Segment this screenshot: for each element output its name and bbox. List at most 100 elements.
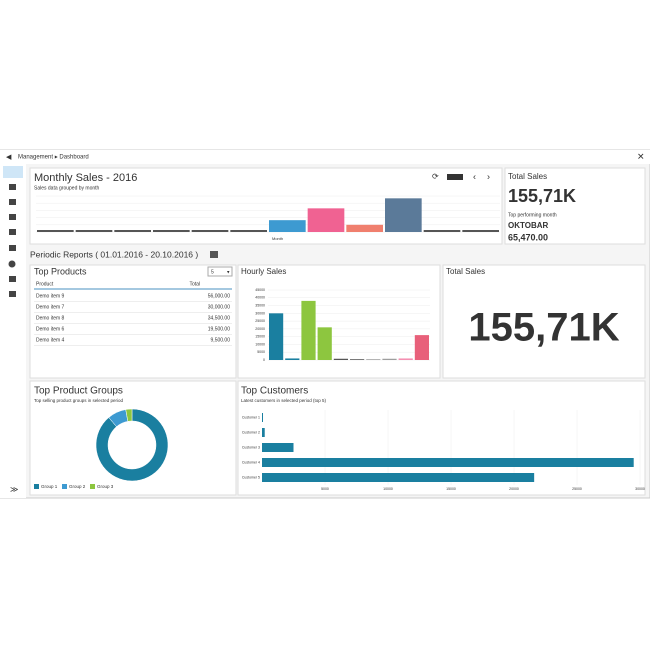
- y-tick-label: 20000: [255, 327, 265, 331]
- icon[interactable]: [8, 260, 16, 268]
- y-tick-label: 35000: [255, 303, 265, 307]
- card-title: Total Sales: [446, 267, 485, 276]
- bar: [414, 335, 429, 360]
- kpi-caption: Top performing month: [508, 212, 557, 218]
- donut-slice: [95, 408, 169, 482]
- bar: [301, 300, 316, 360]
- bar: [230, 230, 267, 232]
- x-tick-label: 20000: [509, 487, 519, 491]
- bar: [423, 230, 461, 232]
- card: [442, 264, 646, 379]
- bar: [382, 358, 397, 360]
- y-tick-label: 5000: [257, 350, 265, 354]
- y-tick-label: Customer 2: [242, 430, 260, 434]
- bar: [307, 208, 345, 232]
- y-tick-label: 10000: [255, 342, 265, 346]
- bar: [285, 358, 300, 360]
- bar: [262, 458, 634, 467]
- card: [29, 264, 237, 379]
- icon[interactable]: [9, 245, 16, 251]
- table-cell: 34,500.00: [208, 315, 230, 321]
- y-tick-label: 25000: [255, 319, 265, 323]
- next-button[interactable]: ›: [487, 171, 490, 181]
- bar: [350, 359, 365, 360]
- y-tick-label: 0: [263, 358, 265, 362]
- legend-swatch: [62, 484, 67, 489]
- x-tick-label: 25000: [572, 487, 582, 491]
- card-title: Top Customers: [241, 386, 308, 397]
- x-axis-label: Month: [272, 236, 283, 241]
- table-cell: Demo item 4: [36, 337, 65, 343]
- bar: [191, 230, 229, 232]
- icon[interactable]: [9, 229, 16, 235]
- y-tick-label: 40000: [255, 296, 265, 300]
- bar: [269, 220, 306, 232]
- legend-label: Group 2: [69, 484, 86, 489]
- donut-slice: [125, 408, 133, 422]
- kpi-month-total: 65,470.00: [508, 232, 548, 242]
- expand-button[interactable]: ≫: [10, 485, 18, 494]
- chart-type-button[interactable]: [447, 174, 463, 180]
- icon[interactable]: [9, 276, 16, 282]
- legend-label: Group 3: [97, 484, 114, 489]
- refresh-button[interactable]: ⟳: [432, 172, 439, 181]
- bar: [269, 313, 284, 360]
- section-title: Periodic Reports ( 01.01.2016 - 20.10.20…: [30, 249, 198, 259]
- table-cell: 19,500.00: [208, 326, 230, 332]
- legend-label: Group 1: [41, 484, 58, 489]
- table-cell: 30,000.00: [208, 304, 230, 310]
- card-title: Total Sales: [508, 172, 547, 181]
- y-tick-label: Customer 4: [242, 460, 260, 464]
- icon[interactable]: [9, 214, 16, 220]
- bar: [153, 230, 190, 232]
- back-button[interactable]: ◀: [6, 154, 12, 161]
- card-title: Top Products: [34, 266, 87, 276]
- bar: [114, 230, 151, 232]
- card-subtitle: Latest customers in selected period (top…: [241, 398, 327, 403]
- bar: [262, 428, 265, 437]
- table-cell: Demo item 6: [36, 326, 65, 332]
- x-tick-label: 15000: [446, 487, 456, 491]
- table-cell: Demo item 8: [36, 315, 65, 321]
- bar: [333, 358, 348, 360]
- x-tick-label: 30000: [635, 487, 645, 491]
- y-tick-label: Customer 5: [242, 475, 260, 479]
- dropdown-arrow: ▾: [227, 269, 230, 275]
- y-tick-label: 45000: [255, 288, 265, 292]
- close-button[interactable]: ✕: [637, 151, 645, 161]
- card: [237, 264, 441, 379]
- icon[interactable]: [9, 184, 16, 190]
- table-cell: Demo item 9: [36, 293, 65, 299]
- sidebar-active[interactable]: [3, 166, 23, 178]
- icon[interactable]: [9, 291, 16, 297]
- y-tick-label: Customer 1: [242, 415, 260, 419]
- page-size-select[interactable]: [207, 266, 233, 277]
- kpi-month: OKTOBAR: [508, 221, 549, 230]
- prev-button[interactable]: ‹: [473, 171, 476, 181]
- x-tick-label: 10000: [383, 487, 393, 491]
- bar: [75, 230, 113, 232]
- card-subtitle: Top selling product groups in selected p…: [34, 398, 124, 403]
- x-tick-label: 5000: [321, 487, 329, 491]
- card-title: Top Product Groups: [34, 386, 123, 397]
- bar: [37, 230, 74, 232]
- table-cell: 9,500.00: [211, 337, 231, 343]
- card-title: Monthly Sales - 2016: [34, 172, 137, 184]
- legend-swatch: [34, 484, 39, 489]
- bar: [366, 359, 381, 360]
- bar: [262, 473, 535, 482]
- bar: [398, 358, 413, 360]
- card-subtitle: Sales data grouped by month: [34, 185, 100, 191]
- bar: [262, 413, 263, 422]
- title-bar: [0, 150, 650, 164]
- legend-swatch: [90, 484, 95, 489]
- icon[interactable]: [9, 199, 16, 205]
- card-title: Hourly Sales: [241, 267, 286, 276]
- bar: [262, 443, 294, 452]
- calendar-button[interactable]: [210, 251, 218, 258]
- kpi-big-value: 155,71K: [468, 306, 619, 350]
- sidebar-icons: [8, 184, 16, 297]
- bar: [385, 198, 422, 232]
